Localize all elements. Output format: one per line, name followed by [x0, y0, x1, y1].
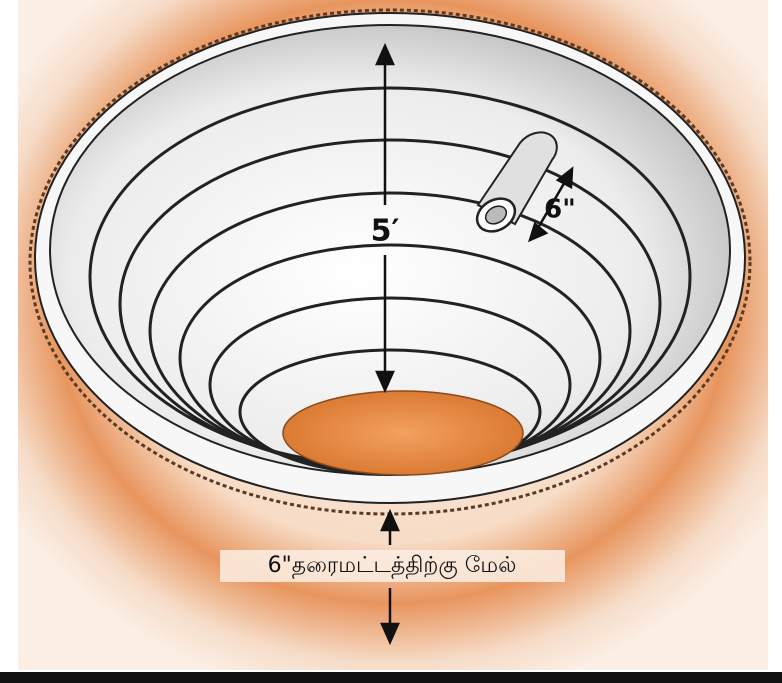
bottom-bar — [0, 672, 782, 683]
pit-bottom — [283, 391, 523, 475]
depth-label: 5′ — [371, 214, 400, 249]
rim-label: 6"தரைமட்டத்திற்கு மேல் — [268, 553, 517, 579]
pipe-label: 6" — [544, 195, 576, 225]
illustration: 5′ 6" 6"தரைமட்டத்திற்கு மேல் — [0, 0, 782, 683]
